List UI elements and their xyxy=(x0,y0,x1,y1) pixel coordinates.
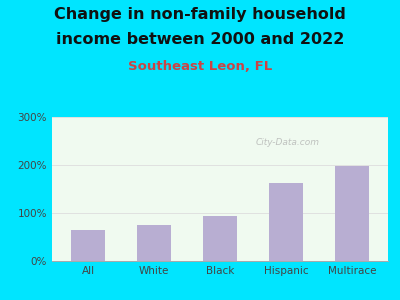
Bar xyxy=(203,216,237,261)
Text: income between 2000 and 2022: income between 2000 and 2022 xyxy=(56,32,344,46)
Text: City-Data.com: City-Data.com xyxy=(255,138,319,147)
Bar xyxy=(137,225,171,261)
Bar xyxy=(335,166,369,261)
Text: Change in non-family household: Change in non-family household xyxy=(54,8,346,22)
Text: Southeast Leon, FL: Southeast Leon, FL xyxy=(128,60,272,73)
Bar xyxy=(71,230,105,261)
Bar xyxy=(269,183,303,261)
